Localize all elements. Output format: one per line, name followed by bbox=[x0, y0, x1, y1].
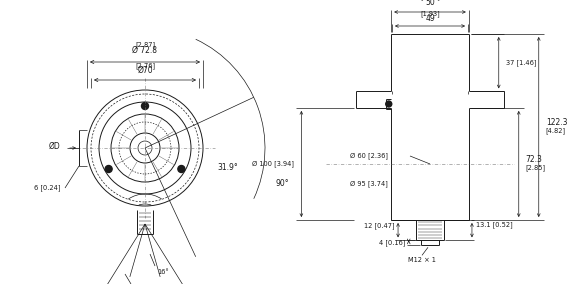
Circle shape bbox=[178, 166, 185, 172]
Text: M12 × 1: M12 × 1 bbox=[408, 257, 436, 263]
Text: Ø 100 [3.94]: Ø 100 [3.94] bbox=[252, 160, 295, 168]
Text: [4.82]: [4.82] bbox=[546, 128, 566, 134]
Text: 122.3: 122.3 bbox=[546, 118, 567, 126]
Text: Ø 60 [2.36]: Ø 60 [2.36] bbox=[350, 153, 388, 159]
Text: 37 [1.46]: 37 [1.46] bbox=[506, 59, 536, 66]
Text: 72.3: 72.3 bbox=[526, 155, 542, 164]
Text: [2.85]: [2.85] bbox=[526, 165, 546, 171]
Text: Ø70: Ø70 bbox=[137, 66, 153, 75]
Text: [1.93]: [1.93] bbox=[420, 10, 440, 17]
Text: 4 [0.16]: 4 [0.16] bbox=[379, 239, 406, 246]
Text: [2.76]: [2.76] bbox=[135, 62, 155, 69]
Text: 13.1 [0.52]: 13.1 [0.52] bbox=[476, 222, 513, 228]
Text: [2.87]: [2.87] bbox=[135, 41, 155, 48]
Text: 31.9°: 31.9° bbox=[218, 163, 239, 172]
Text: Ø 72.8: Ø 72.8 bbox=[132, 46, 158, 55]
Circle shape bbox=[142, 103, 148, 110]
Text: 12 [0.47]: 12 [0.47] bbox=[364, 223, 395, 229]
Text: Ø 95 [3.74]: Ø 95 [3.74] bbox=[350, 181, 388, 187]
Text: 49: 49 bbox=[425, 14, 435, 23]
Circle shape bbox=[105, 166, 112, 172]
Text: 6 [0.24]: 6 [0.24] bbox=[34, 185, 60, 191]
Text: 90°: 90° bbox=[275, 179, 288, 187]
Text: 50: 50 bbox=[425, 0, 435, 7]
Text: 16°: 16° bbox=[157, 269, 169, 275]
Circle shape bbox=[386, 101, 392, 107]
Text: ØD: ØD bbox=[49, 141, 60, 151]
